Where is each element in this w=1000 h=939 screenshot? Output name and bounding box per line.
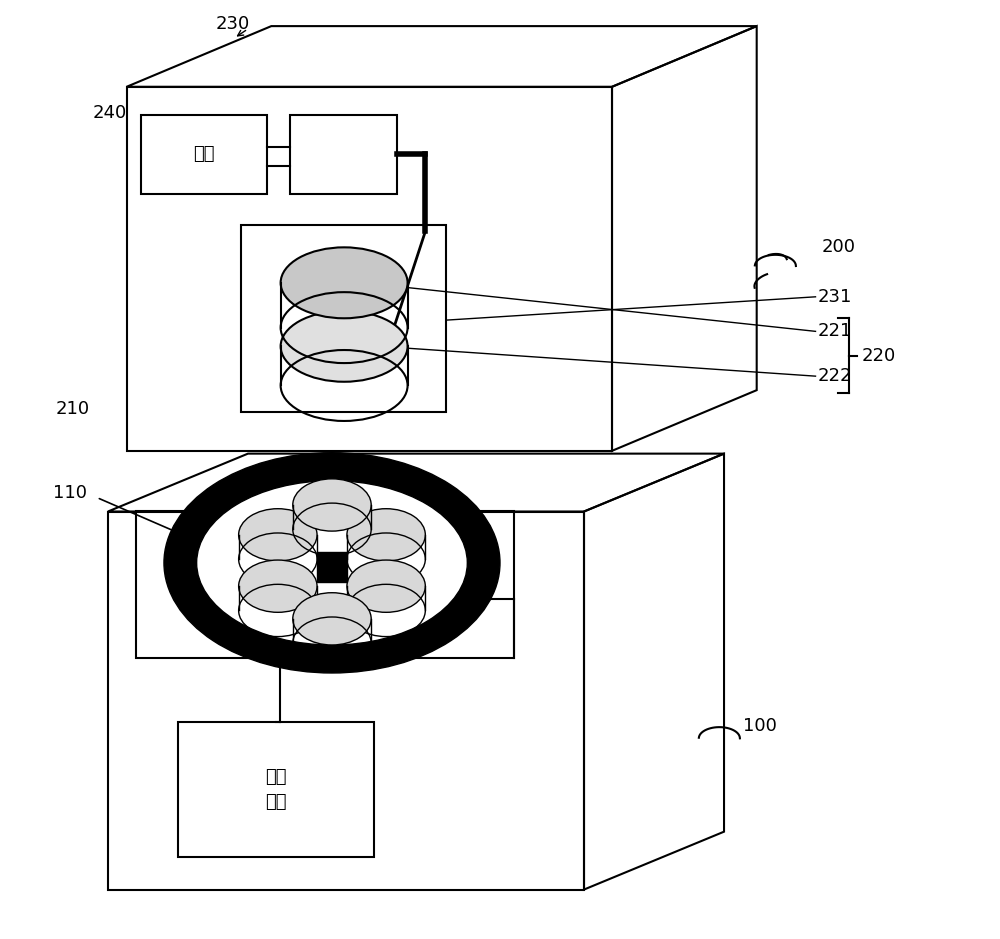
Ellipse shape [239, 509, 317, 561]
Text: 230: 230 [215, 15, 250, 33]
Text: 110: 110 [53, 484, 87, 501]
Text: 100: 100 [743, 717, 777, 735]
Text: 231: 231 [817, 288, 852, 306]
Text: 220: 220 [861, 346, 895, 364]
Ellipse shape [293, 593, 371, 645]
Ellipse shape [239, 560, 317, 612]
Ellipse shape [197, 481, 467, 645]
Text: 控制
电路: 控制 电路 [265, 768, 287, 810]
Text: 200: 200 [822, 239, 856, 256]
Ellipse shape [164, 453, 500, 673]
Ellipse shape [347, 509, 425, 561]
Text: 电源: 电源 [193, 146, 214, 163]
Text: 222: 222 [817, 367, 852, 385]
Text: 210: 210 [55, 400, 89, 418]
Bar [317, 551, 347, 581]
Ellipse shape [293, 479, 371, 531]
Ellipse shape [281, 247, 408, 318]
Text: 221: 221 [817, 322, 852, 340]
Text: 240: 240 [92, 104, 127, 122]
Ellipse shape [347, 560, 425, 612]
Ellipse shape [281, 311, 408, 382]
